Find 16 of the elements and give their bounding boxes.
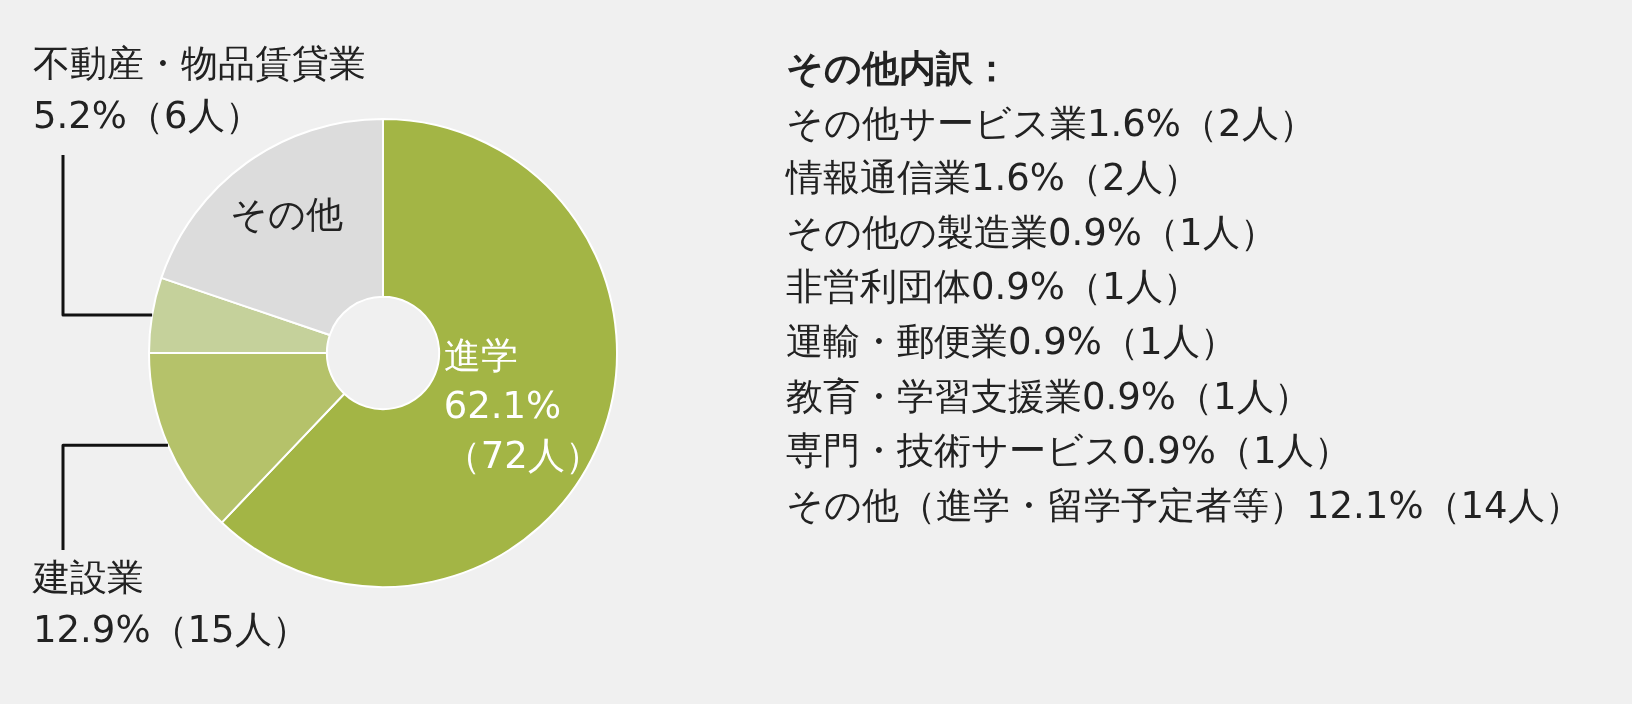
- text: 専門・技術サービス0.9%（1人）: [786, 428, 1352, 475]
- text: 情報通信業1.6%（2人）: [786, 155, 1201, 202]
- text: その他サービス業1.6%（2人）: [786, 100, 1317, 147]
- slice-label: 建設業: [32, 556, 144, 600]
- slice-label: その他: [229, 193, 343, 237]
- text: 運輸・郵便業0.9%（1人）: [786, 318, 1238, 365]
- text: その他内訳：: [786, 46, 1011, 92]
- data-label: 5.2%（6人）: [33, 94, 262, 138]
- text: その他の製造業0.9%（1人）: [786, 209, 1278, 256]
- slice-label: 不動産・物品賃貸業: [33, 42, 366, 86]
- data-label: 12.9%（15人）: [33, 608, 309, 652]
- slice-label: 進学: [443, 334, 518, 378]
- text: 教育・学習支援業0.9%（1人）: [786, 373, 1312, 420]
- data-label: 62.1%（72人）: [443, 384, 602, 478]
- text: 非営利団体0.9%（1人）: [786, 264, 1201, 311]
- text: その他（進学・留学予定者等）12.1%（14人）: [786, 482, 1582, 529]
